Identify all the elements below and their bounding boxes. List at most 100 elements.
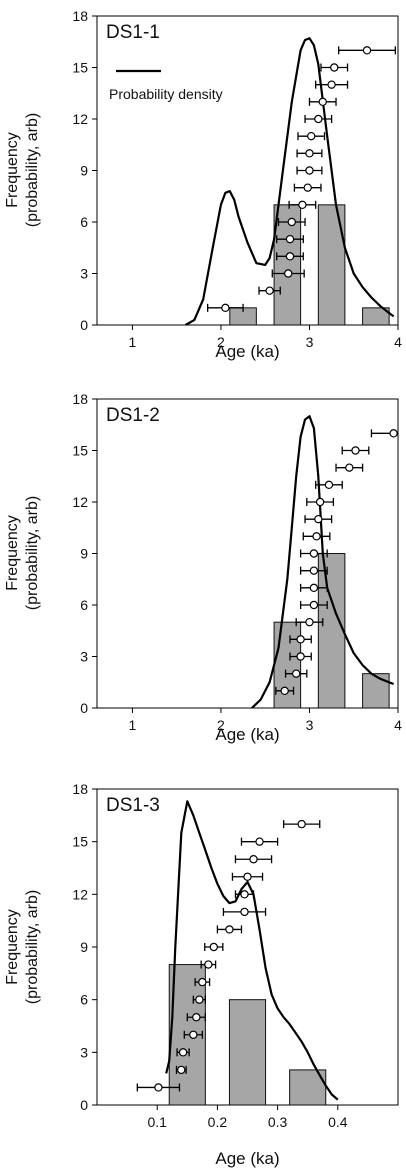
y-tick-label: 12 <box>72 886 88 902</box>
age-point <box>362 46 372 55</box>
age-point <box>305 617 314 627</box>
histogram-bar <box>273 621 302 708</box>
age-point <box>240 907 249 917</box>
age-point <box>255 837 264 846</box>
y-axis-label-line: (probability, arb) <box>24 890 41 1004</box>
legend: Probability density <box>109 69 223 102</box>
plot-area <box>136 800 339 1105</box>
x-tick-label: 2 <box>217 334 225 350</box>
age-point <box>192 1013 201 1022</box>
age-point <box>314 114 323 124</box>
age-point <box>351 446 360 455</box>
age-point <box>330 63 339 72</box>
y-axis-label: Frequency (probability, arb) <box>4 496 41 610</box>
age-point <box>307 131 316 141</box>
y-tick-label: 18 <box>72 8 88 24</box>
x-tick-label: 0.2 <box>208 1114 228 1130</box>
legend-label: Probability density <box>109 86 223 102</box>
y-tick-label: 18 <box>72 391 88 407</box>
y-tick-label: 15 <box>72 834 88 850</box>
age-point <box>280 686 289 696</box>
y-tick-label: 9 <box>80 163 88 179</box>
x-tick-label: 1 <box>129 334 137 350</box>
age-point <box>309 566 319 575</box>
age-point <box>240 890 249 899</box>
probability-density-curve <box>184 37 395 325</box>
x-tick-label: 3 <box>306 717 314 733</box>
age-point <box>225 925 234 934</box>
age-point <box>312 532 321 541</box>
histogram-bar <box>362 307 390 325</box>
x-tick-label: 0.3 <box>268 1114 288 1130</box>
y-tick-label: 3 <box>80 649 88 665</box>
age-point <box>178 1048 188 1057</box>
age-point <box>298 200 307 210</box>
x-tick-label: 2 <box>217 717 225 733</box>
y-axis-label: Frequency (probability, arb) <box>4 890 41 1004</box>
age-point <box>315 497 325 507</box>
chart-panel-3: 0 3 6 9 12 15 18 0.1 0.2 0.3 0.4 DS1-3 Age (ka) Frequ… <box>4 781 399 1168</box>
y-axis-label-line: (probability, arb) <box>24 113 41 227</box>
x-axis-label: Age (ka) <box>215 1149 279 1168</box>
y-axis-label-line: Frequency <box>4 515 21 591</box>
age-point <box>285 252 295 261</box>
y-tick-label: 15 <box>72 443 88 459</box>
plot-frame <box>96 398 399 709</box>
age-point <box>221 303 230 313</box>
age-point <box>318 97 327 107</box>
y-axis-label-line: (probability, arb) <box>24 496 41 610</box>
x-axis-label: Age (ka) <box>215 725 279 744</box>
age-point <box>296 652 305 661</box>
age-point <box>265 286 274 295</box>
y-tick-label: 3 <box>80 1044 88 1060</box>
y-tick-label: 6 <box>80 214 88 230</box>
age-point <box>296 635 305 644</box>
y-axis-label-line: Frequency <box>4 909 21 985</box>
histogram-bar <box>228 999 267 1105</box>
plot-frame <box>96 15 399 326</box>
age-point <box>314 514 323 524</box>
y-tick-label: 12 <box>72 111 88 127</box>
age-point <box>327 80 336 89</box>
y-tick-label: 9 <box>80 939 88 955</box>
age-point <box>204 960 213 969</box>
histogram-bar <box>317 553 346 708</box>
x-tick-label: 3 <box>306 334 314 350</box>
age-point <box>209 942 218 952</box>
age-point <box>154 1083 163 1092</box>
x-axis-label: Age (ka) <box>215 342 279 361</box>
age-point <box>285 234 295 244</box>
age-point <box>249 855 258 864</box>
age-point <box>309 583 319 593</box>
histogram-bar <box>317 204 346 325</box>
histogram-bar <box>273 204 302 325</box>
y-tick-label: 0 <box>80 317 88 333</box>
age-point <box>297 819 306 829</box>
y-tick-label: 18 <box>72 781 88 797</box>
age-point <box>195 995 204 1004</box>
y-tick-label: 6 <box>80 597 88 613</box>
y-tick-label: 12 <box>72 494 88 510</box>
y-tick-label: 0 <box>80 700 88 716</box>
plot-area <box>251 415 398 708</box>
age-point <box>291 669 301 678</box>
age-point <box>198 977 207 987</box>
age-point <box>303 183 312 192</box>
x-tick-label: 0.1 <box>147 1114 167 1130</box>
age-point <box>309 600 319 610</box>
x-tick-label: 4 <box>394 717 402 733</box>
age-point <box>305 149 314 158</box>
x-tick-label: 0.4 <box>328 1114 348 1130</box>
age-point <box>309 549 319 558</box>
y-tick-label: 9 <box>80 546 88 562</box>
age-point <box>287 217 296 227</box>
y-axis-label: Frequency (probability, arb) <box>4 113 41 227</box>
age-point <box>243 872 252 881</box>
age-point <box>189 1030 198 1039</box>
y-tick-label: 6 <box>80 992 88 1008</box>
age-point <box>284 269 293 278</box>
y-axis-label-line: Frequency <box>4 132 21 208</box>
